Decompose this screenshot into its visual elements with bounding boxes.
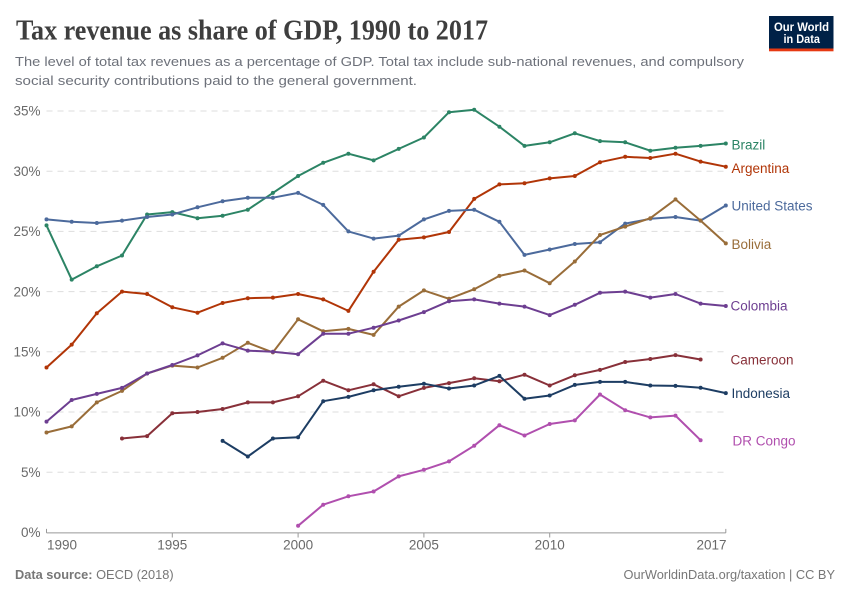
svg-text:Cameroon: Cameroon — [731, 353, 794, 368]
svg-text:DR Congo: DR Congo — [733, 434, 796, 449]
svg-text:Colombia: Colombia — [731, 299, 789, 314]
svg-text:25%: 25% — [13, 224, 40, 239]
svg-text:Bolivia: Bolivia — [732, 237, 772, 252]
svg-text:0%: 0% — [21, 525, 41, 540]
svg-text:15%: 15% — [13, 345, 40, 360]
svg-text:2010: 2010 — [535, 538, 565, 553]
svg-text:2017: 2017 — [696, 538, 726, 553]
svg-text:social security contributions: social security contributions paid to th… — [15, 73, 417, 88]
svg-text:Indonesia: Indonesia — [732, 386, 791, 401]
svg-text:Brazil: Brazil — [732, 138, 766, 153]
svg-text:Data source: OECD (2018): Data source: OECD (2018) — [15, 567, 174, 582]
svg-text:35%: 35% — [13, 104, 40, 119]
svg-text:2000: 2000 — [283, 538, 313, 553]
svg-text:Tax revenue as share of GDP, 1: Tax revenue as share of GDP, 1990 to 201… — [16, 15, 488, 47]
svg-text:United States: United States — [732, 199, 813, 214]
svg-text:Argentina: Argentina — [732, 161, 790, 176]
svg-text:1995: 1995 — [157, 538, 187, 553]
svg-text:OurWorldinData.org/taxation |: OurWorldinData.org/taxation | CC BY — [624, 567, 836, 582]
svg-text:in Data: in Data — [784, 34, 821, 46]
svg-text:Our World: Our World — [774, 22, 829, 34]
svg-text:5%: 5% — [21, 465, 41, 480]
svg-text:2005: 2005 — [409, 538, 439, 553]
svg-text:10%: 10% — [13, 405, 40, 420]
svg-text:20%: 20% — [13, 284, 40, 299]
svg-text:1990: 1990 — [47, 538, 77, 553]
svg-text:30%: 30% — [13, 164, 40, 179]
svg-text:The level of total tax revenue: The level of total tax revenues as a per… — [15, 54, 744, 69]
